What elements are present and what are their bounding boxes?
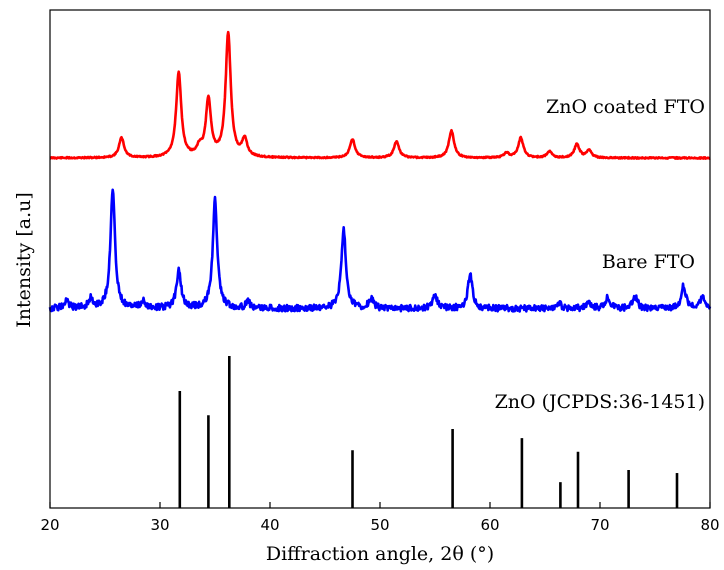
x-axis-title: Diffraction angle, 2θ (°) bbox=[266, 543, 494, 565]
x-tick-label-60: 60 bbox=[480, 516, 499, 534]
series-label-zno-reference: ZnO (JCPDS:36-1451) bbox=[495, 391, 705, 413]
series-label-bare-fto: Bare FTO bbox=[602, 251, 695, 273]
x-tick-label-20: 20 bbox=[40, 516, 59, 534]
x-tick-label-30: 30 bbox=[150, 516, 169, 534]
x-tick-label-40: 40 bbox=[260, 516, 279, 534]
x-tick-label-70: 70 bbox=[590, 516, 609, 534]
series-line-bare-fto bbox=[48, 188, 712, 313]
y-axis-title: Intensity [a.u] bbox=[13, 192, 35, 328]
x-axis: 20 30 40 50 60 70 80 bbox=[40, 502, 720, 534]
series-label-zno-coated-fto: ZnO coated FTO bbox=[546, 96, 705, 118]
x-tick-label-50: 50 bbox=[370, 516, 389, 534]
x-tick-label-80: 80 bbox=[700, 516, 719, 534]
series-line-zno-coated-fto bbox=[49, 30, 711, 160]
series-layer bbox=[48, 30, 712, 508]
